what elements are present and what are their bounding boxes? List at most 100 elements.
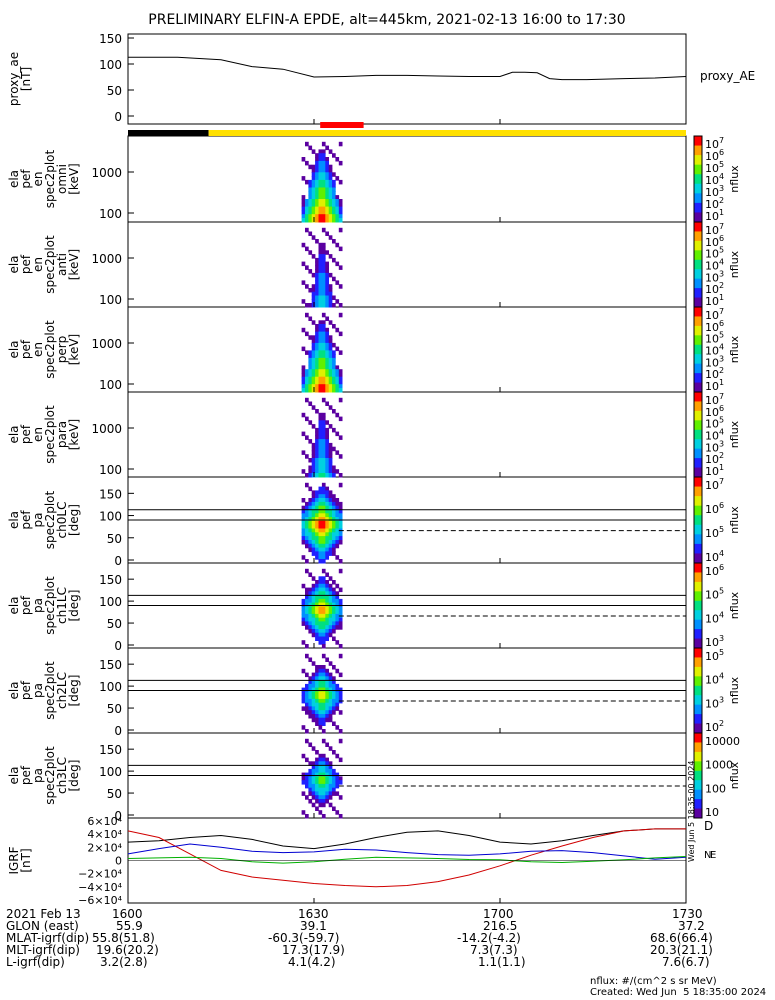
spectrogram-pixel	[332, 787, 336, 793]
spectrogram-pixel	[311, 687, 316, 693]
spectrogram-pixel	[325, 218, 329, 223]
spectrogram-pixel	[308, 621, 313, 626]
spectrogram-pixel	[301, 621, 306, 626]
spectrogram-pixel	[315, 179, 319, 185]
spectrogram-pixel	[315, 331, 319, 337]
spectrogram-pixel	[311, 187, 316, 192]
spectrogram-pixel	[315, 683, 319, 689]
spectrogram-pixel	[315, 291, 319, 297]
spectrogram-pixel	[325, 376, 329, 382]
spectrogram-pixel	[321, 164, 326, 170]
spectrogram-pixel	[332, 191, 336, 196]
spectrogram-pixel	[315, 806, 319, 811]
colorbar-tick-exponent: 4	[719, 258, 724, 267]
spectrogram-pixel	[335, 791, 340, 796]
colorbar-segment	[694, 553, 702, 564]
spectrogram-pixel	[321, 587, 326, 593]
spectrogram-pixel	[318, 187, 323, 192]
spectrogram-pixel	[321, 757, 326, 763]
spectrogram-pixel	[311, 783, 316, 789]
spectrogram-pixel	[338, 621, 343, 626]
spectrogram-pixel	[318, 179, 323, 185]
sat-bar-dark	[128, 130, 209, 136]
spectrogram-pixel	[335, 753, 340, 759]
spectrogram-pixel	[332, 750, 336, 755]
spectrogram-pixel	[308, 195, 313, 200]
spectrogram-pixel	[325, 202, 329, 208]
spectrogram-pixel	[318, 672, 323, 678]
spectrogram-pixel	[305, 591, 309, 596]
spectrogram-pixel	[315, 629, 319, 634]
footer-cell: -14.2(-4.2)	[457, 931, 521, 945]
spectrogram-pixel	[332, 446, 336, 452]
colorbar-segment	[694, 572, 702, 583]
spectrogram-pixel	[328, 458, 333, 463]
spectrogram-pixel	[321, 702, 326, 708]
spectrogram-pixel	[301, 610, 306, 615]
spectrogram-pixel	[318, 295, 323, 300]
spectrogram-pixel	[318, 555, 323, 560]
colorbar-tick-exponent: 4	[719, 172, 724, 181]
spectrogram-pixel	[318, 157, 323, 162]
spectrogram-pixel	[311, 342, 316, 348]
spectrogram-pixel	[328, 335, 333, 340]
spectrogram-pixel	[328, 672, 333, 678]
colorbar-segment	[694, 742, 702, 753]
spectrogram-pixel	[311, 501, 316, 507]
spectrogram-pixel	[328, 501, 333, 507]
colorbar-tick-label: 101	[705, 208, 724, 223]
spectrogram-pixel	[338, 416, 343, 422]
y-tick-label: 50	[107, 702, 122, 716]
footer-cell: 3.2(2.8)	[100, 955, 148, 969]
colorbar-segment	[694, 222, 702, 232]
spectrogram-pixel	[311, 680, 316, 685]
spectrogram-pixel	[321, 791, 326, 796]
panel-label: [nT]	[19, 848, 33, 872]
panel-label: pa	[31, 598, 45, 613]
spectrogram-pixel	[305, 501, 309, 507]
spectrogram-pixel	[321, 772, 326, 778]
spectrogram-pixel	[332, 783, 336, 789]
spectrogram-pixel	[308, 316, 313, 321]
spectrogram-pixel	[308, 706, 313, 711]
spectrogram-pixel	[325, 458, 329, 463]
spectrogram-pixel	[325, 691, 329, 696]
spectrogram-pixel	[318, 714, 323, 719]
spectrogram-pixel	[301, 412, 306, 418]
spectrogram-pixel	[328, 591, 333, 596]
panel-label: pef	[19, 169, 33, 189]
spectrogram-pixel	[301, 687, 306, 693]
igrf-legend-n: N	[704, 850, 711, 861]
spectrogram-pixel	[325, 191, 329, 196]
spectrogram-pixel	[325, 555, 329, 560]
spectrogram-pixel	[315, 621, 319, 626]
spectrogram-pixel	[315, 520, 319, 526]
spectrogram-pixel	[338, 331, 343, 337]
spectrogram-pixel	[321, 210, 326, 215]
footer-row-date: 2021 Feb 13 1600 1630 1700 1730	[0, 908, 775, 920]
colorbar-tick-exponent: 1	[719, 293, 724, 302]
spectrogram-pixel	[321, 388, 326, 393]
spectrogram-pixel	[318, 354, 323, 359]
spectrogram-pixel	[305, 598, 309, 604]
spectrogram-pixel	[321, 327, 326, 333]
spectrogram-pixel	[328, 291, 333, 297]
spectrogram-pixel	[318, 753, 323, 759]
spectrogram-pixel	[308, 218, 313, 223]
spectrogram-pixel	[328, 384, 333, 389]
spectrogram-pixel	[301, 373, 306, 378]
spectrogram-pixel	[305, 814, 309, 819]
spectrogram-pixel	[325, 683, 329, 689]
spectrogram-pixel	[325, 450, 329, 455]
spectrogram-pixel	[332, 202, 336, 208]
spectrogram-pixel	[325, 494, 329, 499]
colorbar-tick-exponent: 3	[719, 695, 724, 704]
panel-label: en	[31, 427, 45, 442]
spectrogram-pixel	[321, 450, 326, 455]
spectrogram-pixel	[315, 580, 319, 585]
spectrogram-pixel	[328, 284, 333, 289]
spectrogram-pixel	[301, 206, 306, 212]
spectrogram-pixel	[328, 505, 333, 511]
spectrogram-pixel	[315, 346, 319, 352]
